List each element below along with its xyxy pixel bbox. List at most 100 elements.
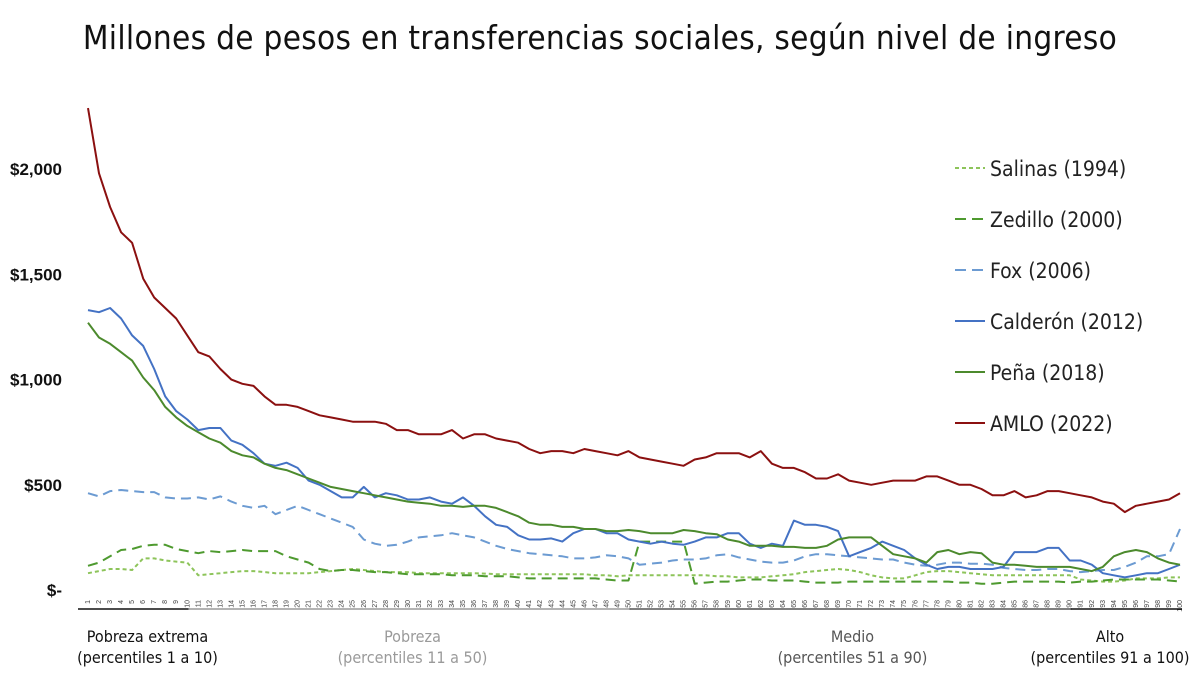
x-tick-label: 43 [548, 600, 555, 608]
x-tick-label: 72 [868, 600, 875, 608]
x-tick-label: 85 [1012, 600, 1019, 608]
x-tick-label: 96 [1133, 600, 1140, 608]
x-tick-label: 35 [460, 600, 467, 608]
x-tick-label: 14 [228, 600, 235, 608]
y-tick-label: $1,000 [10, 371, 62, 390]
x-tick-label: 45 [570, 600, 577, 608]
x-tick-label: 79 [945, 600, 952, 608]
x-tick-label: 86 [1023, 600, 1030, 608]
x-tick-label: 67 [813, 600, 820, 608]
x-tick-label: 29 [394, 600, 401, 608]
x-tick-label: 25 [350, 600, 357, 608]
x-tick-label: 65 [791, 600, 798, 608]
x-tick-label: 31 [416, 600, 423, 608]
series-line-1 [87, 540, 1181, 585]
series-layer [87, 107, 1181, 585]
group-title: Pobreza extrema [86, 627, 209, 646]
y-tick-label: $- [47, 581, 62, 600]
x-tick-label: 97 [1144, 600, 1151, 608]
x-tick-label: 75 [901, 600, 908, 608]
x-tick-label: 84 [1001, 600, 1008, 608]
x-tick-label: 44 [559, 600, 566, 608]
x-tick-label: 76 [912, 600, 919, 608]
x-tick-label: 99 [1166, 600, 1173, 608]
group-label-alto: Alto (percentiles 91 a 100) [1025, 626, 1195, 668]
series-line-5 [87, 107, 1181, 514]
x-tick-label: 37 [482, 600, 489, 608]
series-line-4 [87, 322, 1181, 573]
x-tick-label: 95 [1122, 600, 1129, 608]
y-tick-label: $2,000 [10, 160, 62, 179]
x-tick-label: 21 [306, 600, 313, 608]
group-subtitle: (percentiles 91 a 100) [1030, 648, 1190, 667]
legend-label: AMLO (2022) [990, 412, 1113, 436]
group-title: Pobreza [384, 627, 441, 646]
x-tick-label: 33 [438, 600, 445, 608]
legend-label: Zedillo (2000) [990, 208, 1123, 232]
x-tick-label: 10 [184, 600, 191, 608]
x-tick-label: 30 [405, 600, 412, 608]
x-tick-label: 98 [1155, 600, 1162, 608]
x-tick-label: 56 [692, 600, 699, 608]
x-tick-label: 32 [427, 600, 434, 608]
x-tick-label: 87 [1034, 600, 1041, 608]
x-tick-label: 62 [758, 600, 765, 608]
group-subtitle: (percentiles 1 a 10) [77, 648, 218, 667]
x-tick-label: 41 [526, 600, 533, 608]
x-tick-label: 81 [967, 600, 974, 608]
group-label-pobreza-extrema: Pobreza extrema (percentiles 1 a 10) [65, 626, 230, 668]
x-tick-label: 63 [769, 600, 776, 608]
x-tick-label: 94 [1111, 600, 1118, 608]
x-tick-label: 50 [625, 600, 632, 608]
x-tick-label: 48 [603, 600, 610, 608]
x-tick-label: 11 [195, 600, 202, 607]
x-tick-label: 57 [703, 600, 710, 608]
x-tick-label: 5 [129, 600, 136, 604]
chart-title: Millones de pesos en transferencias soci… [82, 18, 1118, 57]
x-tick-label: 24 [339, 600, 346, 608]
x-tick-label: 23 [328, 600, 335, 608]
x-tick-label: 77 [923, 600, 930, 608]
x-tick-label: 71 [857, 600, 864, 608]
x-tick-label: 64 [780, 600, 787, 608]
x-tick-label: 38 [493, 600, 500, 608]
group-subtitle: (percentiles 51 a 90) [777, 648, 928, 667]
x-tick-label: 18 [273, 600, 280, 608]
x-tick-label: 42 [537, 600, 544, 608]
x-tick-label: 17 [261, 600, 268, 608]
x-tick-label: 66 [802, 600, 809, 608]
group-label-pobreza: Pobreza (percentiles 11 a 50) [320, 626, 505, 668]
x-tick-label: 74 [890, 600, 897, 608]
x-tick-label: 49 [614, 600, 621, 608]
y-tick-label: $500 [24, 476, 62, 495]
x-tick-label: 91 [1078, 600, 1085, 608]
y-tick-label: $1,500 [10, 265, 62, 284]
x-tick-label: 22 [317, 600, 324, 608]
x-tick-label: 9 [173, 600, 180, 604]
x-tick-label: 90 [1067, 600, 1074, 608]
x-tick-label: 26 [361, 600, 368, 608]
x-tick-label: 7 [151, 600, 158, 604]
x-tick-label: 82 [978, 600, 985, 608]
x-tick-label: 2 [96, 600, 103, 604]
x-tick-label: 12 [206, 600, 213, 608]
x-tick-label: 89 [1056, 600, 1063, 608]
x-tick-label: 80 [956, 600, 963, 608]
y-axis: $- $500 $1,000 $1,500 $2,000 [10, 160, 62, 600]
x-tick-label: 58 [714, 600, 721, 608]
x-tick-label: 28 [383, 600, 390, 608]
x-tick-label: 4 [118, 600, 125, 604]
x-tick-label: 40 [515, 600, 522, 608]
x-tick-label: 27 [372, 600, 379, 608]
x-tick-label: 3 [107, 600, 114, 604]
series-line-3 [87, 307, 1181, 579]
x-tick-label: 73 [879, 600, 886, 608]
x-tick-label: 52 [648, 600, 655, 608]
x-tick-label: 92 [1089, 600, 1096, 608]
series-line-0 [87, 557, 1180, 583]
x-tick-label: 46 [581, 600, 588, 608]
x-tick-label: 51 [637, 600, 644, 608]
x-tick-label: 15 [239, 600, 246, 608]
group-title: Medio [830, 627, 875, 646]
x-tick-label: 19 [284, 600, 291, 608]
